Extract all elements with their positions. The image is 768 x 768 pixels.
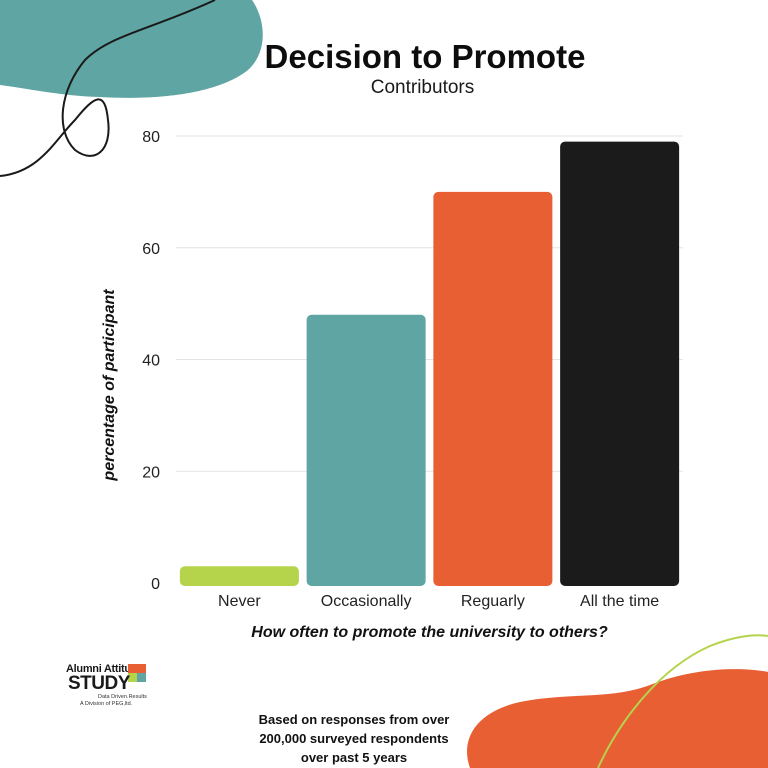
x-axis-label: How often to promote the university to o… xyxy=(251,624,608,641)
y-axis-label: percentage of participant xyxy=(101,289,118,481)
footnote: Based on responses from over 200,000 sur… xyxy=(238,710,470,767)
footnote-line3: over past 5 years xyxy=(300,750,408,765)
logo-text-line4: A Division of PEG,ltd. xyxy=(80,701,133,707)
green-arc-line xyxy=(597,634,768,768)
logo-text-line2: STUDY xyxy=(68,673,130,694)
chart-subtitle: Contributors xyxy=(370,77,475,98)
logo-text-line3: Data Driven.Results xyxy=(98,694,147,700)
chart-title: Decision to Promote xyxy=(264,38,586,75)
y-tick-label: 20 xyxy=(142,464,160,481)
x-tick-label: All the time xyxy=(580,593,659,610)
logo-text-line1: Alumni Attitude xyxy=(66,663,143,675)
x-tick-label: Reguarly xyxy=(461,593,525,610)
y-tick-label: 60 xyxy=(142,241,160,258)
x-tick-label: Occasionally xyxy=(321,593,412,610)
bar xyxy=(433,191,553,586)
squiggle-line xyxy=(0,0,216,177)
y-tick-label: 0 xyxy=(151,576,160,593)
logo-mark-icon xyxy=(128,664,146,682)
footnote-line1: Based on responses from over xyxy=(258,712,450,727)
bar xyxy=(560,141,680,586)
y-tick-label: 80 xyxy=(142,129,160,146)
x-tick-label: Never xyxy=(218,593,261,610)
bar xyxy=(306,314,426,586)
alumni-attitude-study-logo: Alumni Attitude STUDY Data Driven.Result… xyxy=(58,662,158,714)
bar xyxy=(179,566,299,586)
y-tick-label: 40 xyxy=(142,353,160,370)
teal-blob-top-left xyxy=(0,0,263,98)
footnote-line2: 200,000 surveyed respondents xyxy=(259,731,449,746)
orange-blob-bottom-right xyxy=(467,669,768,768)
